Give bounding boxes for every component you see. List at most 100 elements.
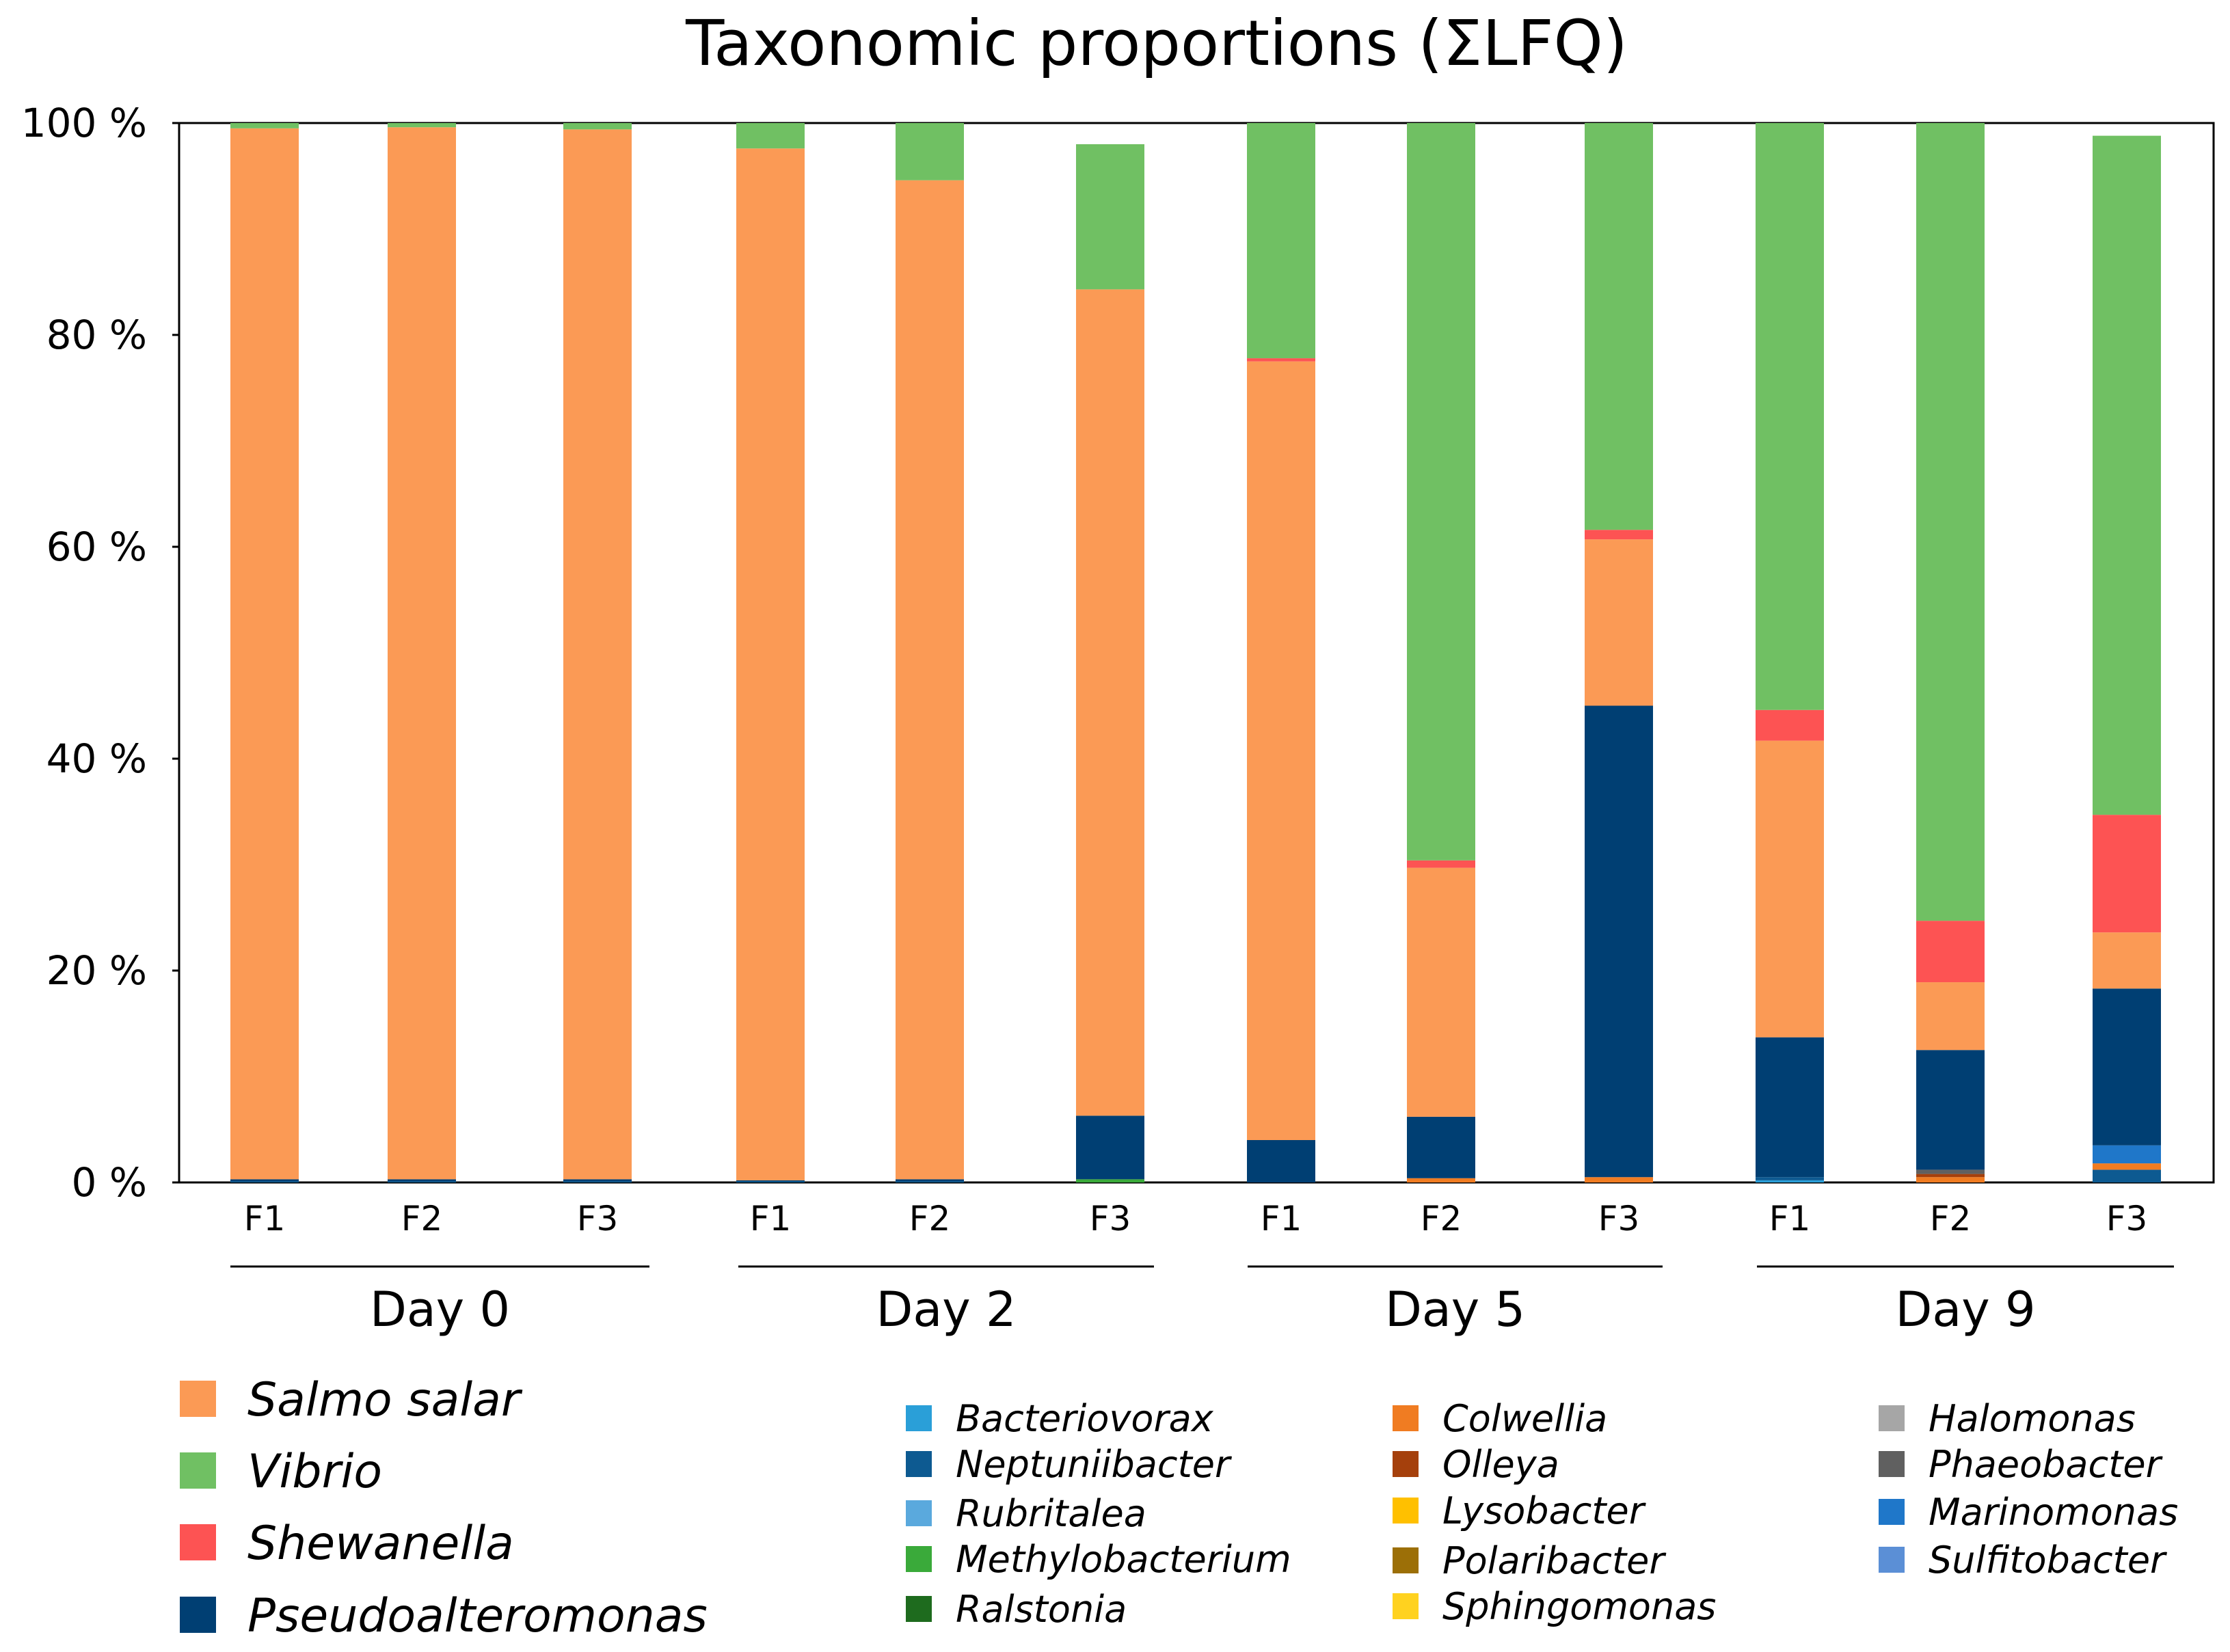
legend-item-lysobacter: Lysobacter: [1393, 1489, 1646, 1532]
legend-swatch: [1393, 1593, 1419, 1619]
bar-segment-shewanella: [1247, 358, 1315, 362]
bar-stack-8: [1407, 123, 1475, 1182]
legend-swatch: [180, 1597, 216, 1633]
group-label: Day 5: [1385, 1282, 1525, 1338]
legend-item-polaribacter: Polaribacter: [1393, 1539, 1666, 1582]
bar-segment-pseudoalteromonas: [563, 1179, 632, 1182]
x-tick-label: F2: [1421, 1199, 1462, 1238]
legend-item-methylobacterium: Methylobacterium: [906, 1538, 1291, 1581]
legend-swatch: [1393, 1498, 1419, 1524]
bar-stack-2: [388, 123, 456, 1182]
bar-segment-shewanella: [2093, 815, 2161, 933]
bar-segment-salmo-salar: [736, 148, 805, 1180]
bar-segment-neptuniibacter: [563, 1181, 632, 1182]
bar-segment-salmo-salar: [1076, 289, 1144, 1116]
bar-segment-pseudoalteromonas: [736, 1180, 805, 1182]
bar-segment-shewanella: [1407, 860, 1475, 868]
legend-label: Marinomonas: [1929, 1491, 2178, 1534]
bar-segment-vibrio: [1585, 123, 1653, 530]
bar-segment-neptuniibacter: [230, 1181, 299, 1182]
bar-segment-vibrio: [388, 123, 456, 128]
bar-segment-marinomonas: [2093, 1145, 2161, 1164]
legend-item-olleya: Olleya: [1393, 1443, 1559, 1486]
bar-segment-colwellia: [2093, 1163, 2161, 1170]
bar-segment-pseudoalteromonas: [1247, 1140, 1315, 1182]
legend-item-phaeobacter: Phaeobacter: [1879, 1443, 2163, 1486]
legend-label: Phaeobacter: [1929, 1443, 2163, 1486]
bar-segment-vibrio: [563, 123, 632, 130]
x-tick-label: F2: [1930, 1199, 1972, 1238]
legend-label: Halomonas: [1929, 1397, 2136, 1440]
bar-segment-salmo-salar: [1407, 867, 1475, 1117]
legend-item-marinomonas: Marinomonas: [1879, 1491, 2178, 1534]
bar-segment-vibrio: [736, 123, 805, 149]
bar-segment-bacteriovorax: [1756, 1180, 1824, 1182]
legend-item-neptuniibacter: Neptuniibacter: [906, 1443, 1232, 1486]
group-label: Day 2: [876, 1282, 1016, 1338]
legend-item-shewanella: Shewanella: [180, 1517, 514, 1571]
bar-segment-pseudoalteromonas: [896, 1179, 964, 1182]
y-tick-label: 60 %: [46, 524, 147, 570]
bar-segment-colwellia: [1407, 1178, 1475, 1182]
bar-stack-11: [1916, 123, 1985, 1182]
bar-segment-colwellia: [1916, 1177, 1985, 1182]
legend-item-ralstonia: Ralstonia: [906, 1588, 1127, 1631]
legend-item-bacteriovorax: Bacteriovorax: [906, 1397, 1214, 1440]
bar-segment-colwellia: [1585, 1177, 1653, 1182]
legend-label: Pseudoalteromonas: [247, 1589, 708, 1643]
bar-stacks: [230, 123, 2161, 1182]
plot-frame: [178, 122, 2215, 1184]
bar-segment-salmo-salar: [1916, 982, 1985, 1051]
x-tick-label: F1: [1261, 1199, 1302, 1238]
legend-label: Lysobacter: [1442, 1489, 1646, 1532]
legend-swatch: [1393, 1547, 1419, 1573]
legend-swatch: [906, 1405, 932, 1431]
bar-segment-salmo-salar: [230, 128, 299, 1180]
bar-stack-1: [230, 123, 299, 1182]
legend-item-rubritalea: Rubritalea: [906, 1492, 1146, 1535]
legend-swatch: [906, 1546, 932, 1572]
bar-stack-3: [563, 123, 632, 1182]
y-tick-label: 20 %: [46, 947, 147, 994]
legend-label: Rubritalea: [956, 1492, 1146, 1535]
bar-stack-9: [1585, 123, 1653, 1182]
group-label: Day 9: [1895, 1282, 2035, 1338]
bar-segment-neptuniibacter: [1756, 1177, 1824, 1180]
x-tick-label: F3: [1598, 1199, 1640, 1238]
bar-segment-vibrio: [1076, 144, 1144, 290]
x-tick-label: F1: [1769, 1199, 1811, 1238]
bar-segment-vibrio: [896, 123, 964, 180]
bar-segment-pseudoalteromonas: [230, 1179, 299, 1182]
legend-label: Sulfitobacter: [1929, 1539, 2167, 1582]
legend-label: Colwellia: [1442, 1397, 1607, 1440]
bar-segment-pseudoalteromonas: [1076, 1115, 1144, 1180]
bar-segment-salmo-salar: [388, 127, 456, 1180]
plot-area: [178, 122, 2215, 1184]
legend-swatch: [1879, 1405, 1905, 1431]
bar-segment-salmo-salar: [2093, 932, 2161, 989]
bar-segment-phaeobacter: [1916, 1169, 1985, 1174]
bar-segment-neptuniibacter: [896, 1181, 964, 1182]
legend-item-salmo-salar: Salmo salar: [180, 1373, 523, 1427]
x-tick-label: F2: [401, 1199, 443, 1238]
y-tick-label: 0 %: [72, 1159, 147, 1206]
bar-segment-neptuniibacter: [736, 1181, 805, 1182]
y-tick-label: 40 %: [46, 735, 147, 782]
legend-swatch: [906, 1596, 932, 1622]
y-tick-label: 80 %: [46, 312, 147, 358]
bar-segment-olleya: [1916, 1174, 1985, 1178]
legend-swatch: [1393, 1451, 1419, 1477]
legend-swatch: [1879, 1499, 1905, 1525]
x-tick-label: F1: [244, 1199, 286, 1238]
bar-segment-salmo-salar: [1585, 539, 1653, 706]
bar-segment-vibrio: [1916, 123, 1985, 921]
bar-stack-12: [2093, 135, 2161, 1182]
bar-segment-vibrio: [1407, 123, 1475, 861]
legend-item-sphingomonas: Sphingomonas: [1393, 1585, 1716, 1628]
legend-swatch: [180, 1524, 216, 1560]
legend-swatch: [906, 1451, 932, 1477]
bar-segment-vibrio: [1756, 123, 1824, 710]
x-tick-label: F3: [1090, 1199, 1131, 1238]
